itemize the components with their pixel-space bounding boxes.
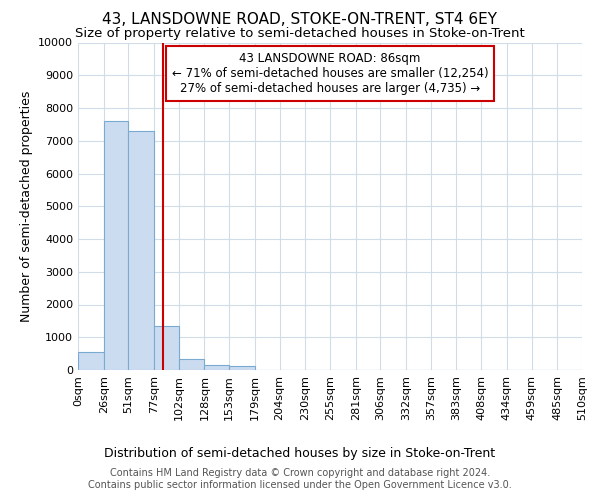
Y-axis label: Number of semi-detached properties: Number of semi-detached properties (20, 90, 32, 322)
Bar (104, 121, 128, 370)
Text: 43, LANSDOWNE ROAD, STOKE-ON-TRENT, ST4 6EY: 43, LANSDOWNE ROAD, STOKE-ON-TRENT, ST4 … (103, 12, 497, 28)
Bar (78, 352, 104, 370)
Bar (128, 131, 154, 370)
Text: Size of property relative to semi-detached houses in Stoke-on-Trent: Size of property relative to semi-detach… (75, 28, 525, 40)
Bar (229, 366, 255, 370)
Text: Contains HM Land Registry data © Crown copyright and database right 2024.
Contai: Contains HM Land Registry data © Crown c… (88, 468, 512, 490)
Bar (179, 358, 205, 370)
Text: 43 LANSDOWNE ROAD: 86sqm
← 71% of semi-detached houses are smaller (12,254)
27% : 43 LANSDOWNE ROAD: 86sqm ← 71% of semi-d… (172, 52, 488, 96)
Bar (205, 365, 229, 370)
Bar (154, 326, 179, 370)
Text: Distribution of semi-detached houses by size in Stoke-on-Trent: Distribution of semi-detached houses by … (104, 448, 496, 460)
